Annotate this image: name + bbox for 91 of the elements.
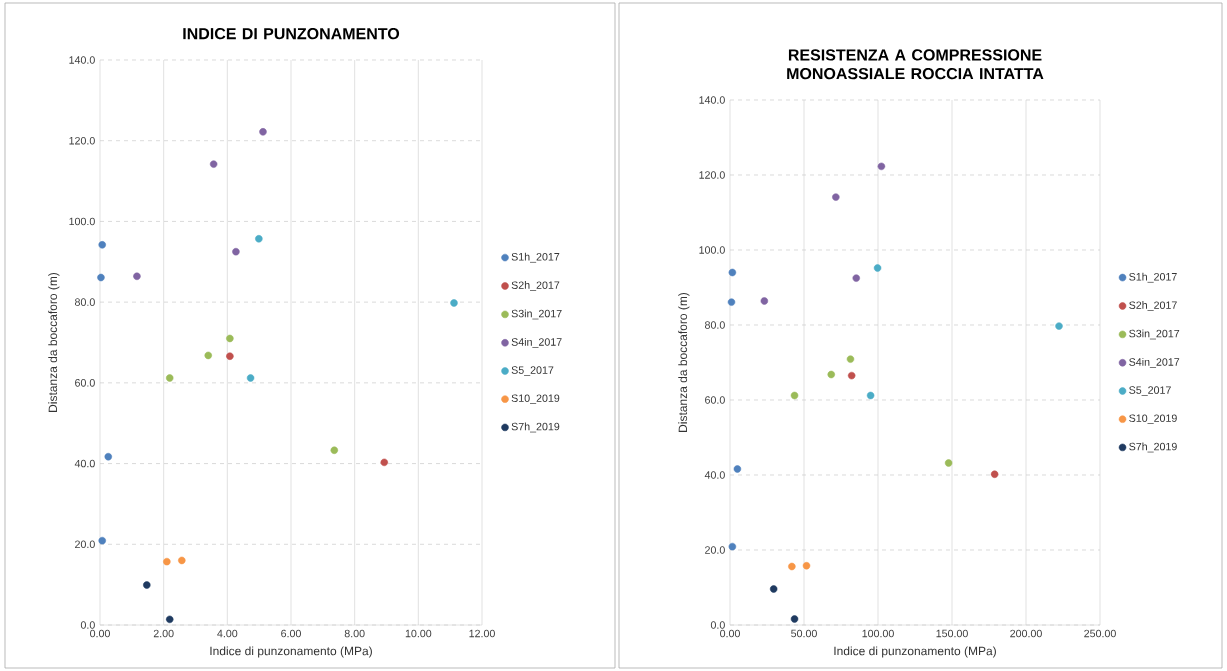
point — [98, 536, 106, 545]
x-tick-label: 6.00 — [281, 629, 301, 638]
legend-label: S1h_2017 — [511, 252, 560, 263]
point — [209, 160, 218, 168]
point — [143, 581, 151, 589]
legend-label: S2h_2017 — [1129, 301, 1177, 311]
x-axis-title: Indice di punzonamento (MPa) — [834, 646, 996, 658]
point — [727, 298, 736, 306]
point — [877, 162, 886, 171]
y-tick-label: 60.0 — [705, 396, 725, 404]
legend-label: S10_2019 — [1129, 414, 1177, 424]
point — [165, 374, 174, 382]
point — [790, 615, 799, 623]
y-tick-label: 20.0 — [75, 540, 95, 549]
point — [226, 352, 234, 360]
point — [178, 556, 186, 565]
x-tick-label: 2.00 — [153, 629, 174, 638]
point — [852, 274, 860, 282]
x-tick-label: 8.00 — [344, 629, 365, 638]
point — [990, 470, 999, 478]
point — [104, 452, 113, 461]
legend-label: S1h_2017 — [1129, 272, 1177, 283]
point — [255, 235, 263, 243]
point — [769, 585, 778, 593]
x-tick-label: 4.00 — [217, 629, 238, 638]
point — [98, 241, 106, 249]
x-axis-title: Indice di punzonamento (MPa) — [210, 646, 372, 658]
point — [232, 247, 240, 256]
legend-label: S7h_2019 — [511, 422, 560, 433]
chart-title: INDICE DI PUNZONAMENTO — [183, 27, 400, 40]
x-tick-label: 0.00 — [720, 629, 740, 638]
y-tick-label: 100.0 — [699, 246, 725, 254]
point — [790, 391, 799, 400]
point — [226, 334, 234, 343]
y-tick-label: 100.0 — [69, 217, 95, 226]
legend-label: S3in_2017 — [1129, 329, 1180, 340]
legend-label: S4in_2017 — [511, 337, 562, 348]
point — [1055, 322, 1063, 330]
point — [97, 273, 105, 282]
point — [944, 459, 953, 467]
y-tick-label: 140.0 — [69, 56, 95, 64]
y-tick-label: 40.0 — [704, 471, 725, 479]
point — [450, 299, 458, 307]
point — [788, 562, 796, 571]
point — [827, 370, 835, 379]
y-tick-label: 120.0 — [69, 136, 95, 145]
legend-label: S5_2017 — [511, 366, 554, 376]
x-tick-label: 200.00 — [1010, 629, 1042, 638]
point — [163, 557, 171, 566]
x-tick-label: 10.00 — [405, 629, 432, 638]
point — [246, 374, 255, 382]
y-tick-label: 0.0 — [80, 621, 95, 629]
y-tick-label: 0.0 — [710, 621, 725, 629]
point — [165, 615, 174, 624]
y-tick-label: 80.0 — [705, 321, 725, 329]
x-tick-label: 250.00 — [1084, 629, 1116, 638]
legend-label: S4in_2017 — [1129, 357, 1180, 368]
point — [380, 458, 389, 467]
x-tick-label: 50.00 — [791, 629, 817, 638]
x-tick-label: 0.00 — [90, 629, 110, 638]
y-tick-label: 120.0 — [699, 171, 725, 179]
legend-label: S5_2017 — [1129, 386, 1171, 396]
point — [760, 297, 769, 305]
point — [204, 351, 212, 360]
legend-label: S7h_2019 — [1129, 442, 1177, 453]
x-tick-label: 100.00 — [862, 629, 894, 638]
point — [847, 371, 856, 380]
y-tick-label: 80.0 — [74, 298, 95, 306]
chart-title: RESISTENZA A COMPRESSIONE MONOASSIALE ROCCIA INTATTA — [787, 49, 1044, 80]
point — [802, 562, 811, 570]
y-tick-label: 20.0 — [705, 546, 725, 554]
point — [832, 193, 840, 201]
x-tick-label: 150.00 — [936, 629, 968, 638]
point — [728, 542, 737, 551]
point — [733, 465, 742, 473]
point — [728, 268, 737, 277]
y-tick-label: 60.0 — [75, 379, 95, 387]
y-tick-label: 40.0 — [74, 459, 95, 468]
y-axis-title: Distanza da boccaforo (m) — [48, 272, 60, 412]
legend-label: S2h_2017 — [511, 281, 560, 291]
point — [866, 391, 875, 400]
point — [846, 355, 855, 363]
point — [873, 264, 882, 272]
legend-label: S3in_2017 — [511, 309, 562, 320]
y-tick-label: 140.0 — [699, 96, 725, 104]
x-tick-label: 12.00 — [469, 629, 495, 638]
y-axis-title: Distanza da boccaforo (m) — [678, 292, 690, 432]
legend-label: S10_2019 — [511, 394, 560, 404]
point — [330, 446, 339, 454]
point — [259, 128, 267, 136]
point — [133, 272, 141, 281]
